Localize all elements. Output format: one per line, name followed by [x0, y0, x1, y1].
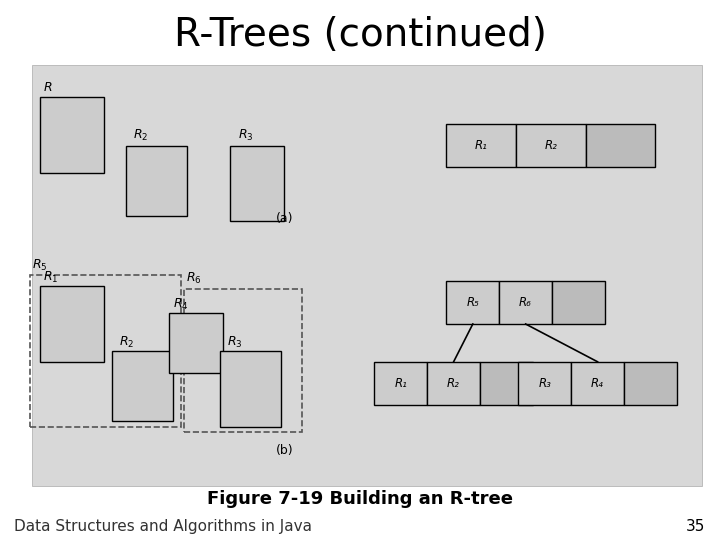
- Text: Data Structures and Algorithms in Java: Data Structures and Algorithms in Java: [14, 519, 312, 534]
- Text: 35: 35: [686, 519, 706, 534]
- Text: $R_2$: $R_2$: [133, 128, 148, 143]
- Bar: [184, 289, 302, 432]
- Text: $R_3$: $R_3$: [227, 335, 243, 350]
- Text: (b): (b): [276, 444, 293, 457]
- Text: $R_5$: $R_5$: [32, 258, 48, 273]
- Bar: [499, 281, 552, 324]
- Bar: [624, 362, 677, 405]
- Bar: [427, 362, 480, 405]
- Bar: [518, 362, 571, 405]
- Text: (a): (a): [276, 212, 293, 225]
- Text: R₂: R₂: [544, 139, 557, 152]
- Bar: [585, 124, 655, 167]
- Text: $R_2$: $R_2$: [119, 335, 134, 350]
- Bar: [40, 97, 104, 173]
- Bar: [230, 146, 284, 221]
- Bar: [552, 281, 605, 324]
- Text: R₃: R₃: [539, 377, 552, 390]
- Bar: [446, 124, 516, 167]
- Bar: [169, 313, 223, 373]
- Bar: [571, 362, 624, 405]
- Text: $R_4$: $R_4$: [173, 297, 189, 312]
- Bar: [220, 351, 281, 427]
- Text: R₂: R₂: [447, 377, 460, 390]
- Bar: [480, 362, 533, 405]
- Bar: [112, 351, 173, 421]
- Text: R₁: R₁: [395, 377, 408, 390]
- Bar: [30, 275, 181, 427]
- Text: $R_3$: $R_3$: [238, 128, 253, 143]
- Bar: [374, 362, 427, 405]
- Text: R₄: R₄: [591, 377, 604, 390]
- Text: R: R: [43, 82, 52, 94]
- Text: R₁: R₁: [474, 139, 487, 152]
- Text: Figure 7-19 Building an R-tree: Figure 7-19 Building an R-tree: [207, 490, 513, 509]
- Text: $R_6$: $R_6$: [186, 271, 202, 286]
- Text: R₅: R₅: [467, 296, 480, 309]
- Bar: [126, 146, 187, 216]
- Bar: [446, 281, 499, 324]
- Text: R-Trees (continued): R-Trees (continued): [174, 16, 546, 54]
- Bar: [516, 124, 585, 167]
- Text: R₆: R₆: [519, 296, 532, 309]
- FancyBboxPatch shape: [32, 65, 702, 486]
- Text: $R_1$: $R_1$: [43, 270, 58, 285]
- Bar: [40, 286, 104, 362]
